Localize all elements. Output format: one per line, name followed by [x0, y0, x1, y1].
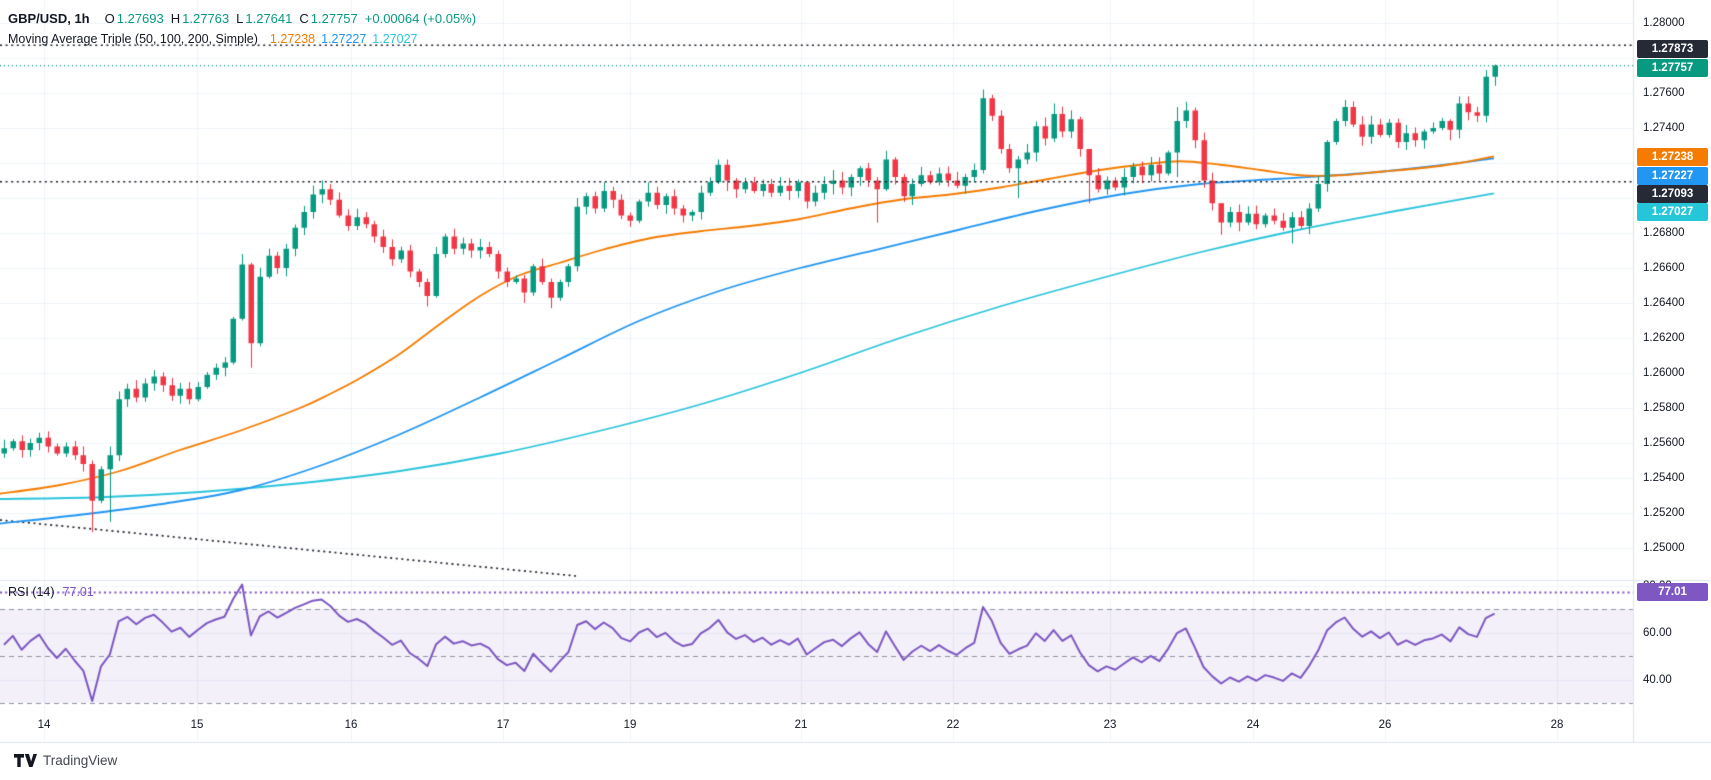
symbol-legend-row[interactable]: GBP/USD, 1h O 1.27693 H 1.27763 L 1.27641 C 1.27…: [8, 11, 476, 26]
axis-price-badge: 1.27757: [1637, 59, 1708, 77]
axis-price-badge: 1.27873: [1637, 40, 1708, 58]
ohlc-label: O: [104, 11, 115, 26]
price-axis-label: 1.26000: [1643, 367, 1685, 379]
time-axis-label: 17: [496, 719, 510, 731]
rsi-axis-label: 60.00: [1643, 626, 1672, 639]
price-axis-label: 1.26400: [1643, 297, 1685, 309]
price-axis-label: 1.26800: [1643, 227, 1685, 239]
price-axis-label: 1.26600: [1643, 262, 1685, 274]
axis-price-badge: 1.27227: [1637, 167, 1708, 185]
time-axis-label: 28: [1550, 719, 1564, 731]
axis-price-badge: 1.27093: [1637, 185, 1708, 203]
time-axis-label: 22: [946, 719, 960, 731]
price-axis-label: 1.25400: [1643, 472, 1685, 484]
price-axis-label: 1.28000: [1643, 17, 1685, 29]
time-axis-label: 21: [794, 719, 808, 731]
ma-value: 1.27227: [321, 32, 367, 46]
price-axis-label: 1.25200: [1643, 507, 1685, 519]
axis-price-badge: 1.27027: [1637, 203, 1708, 221]
ohlc-value: 1.27641: [245, 11, 293, 26]
ma-indicator-title: Moving Average Triple (50, 100, 200, Sim…: [8, 32, 258, 46]
rsi-indicator-legend-row[interactable]: RSI (14) 77.01: [8, 585, 94, 599]
ohlc-value: 1.27757: [310, 11, 358, 26]
axis-price-badge: 77.01: [1637, 583, 1708, 601]
time-axis-label: 19: [623, 719, 637, 731]
price-axis-label: 1.25800: [1643, 402, 1685, 414]
rsi-indicator-title: RSI (14): [8, 585, 55, 599]
price-axis-label: 1.25600: [1643, 437, 1685, 449]
tradingview-logo-link[interactable]: TradingView: [14, 749, 117, 771]
axis-price-badge: 1.27238: [1637, 148, 1708, 166]
price-axis-label: 1.26200: [1643, 332, 1685, 344]
ohlc-label: C: [299, 11, 309, 26]
time-axis[interactable]: [0, 713, 1711, 742]
rsi-axis-label: 40.00: [1643, 673, 1672, 686]
tradingview-icon: [14, 753, 37, 767]
ohlc-label: H: [170, 11, 181, 26]
price-axis-label: 1.27400: [1643, 122, 1685, 134]
time-axis-label: 14: [37, 719, 51, 731]
rsi-value: 77.01: [62, 585, 94, 599]
ma-value: 1.27238: [269, 32, 316, 46]
price-axis-label: 1.27600: [1643, 87, 1685, 99]
tradingview-brand-text: TradingView: [43, 752, 118, 768]
ohlc-value: 1.27693: [116, 11, 164, 26]
symbol-title: GBP/USD, 1h: [8, 11, 90, 26]
price-change: +0.00064 (+0.05%): [364, 11, 477, 26]
ohlc-values: O 1.27693 H 1.27763 L 1.27641 C 1.27757: [98, 11, 358, 26]
time-axis-label: 15: [190, 719, 204, 731]
ohlc-label: L: [236, 11, 244, 26]
ma-value: 1.27027: [372, 32, 418, 46]
ma-indicator-legend-row[interactable]: Moving Average Triple (50, 100, 200, Sim…: [8, 32, 417, 46]
time-axis-label: 16: [344, 719, 358, 731]
ma-values: 1.27238 1.27227 1.27027: [264, 32, 418, 46]
time-axis-label: 24: [1246, 719, 1260, 731]
time-axis-label: 23: [1103, 719, 1117, 731]
price-axis-label: 1.25000: [1643, 542, 1685, 554]
time-axis-label: 26: [1378, 719, 1392, 731]
ohlc-value: 1.27763: [182, 11, 230, 26]
